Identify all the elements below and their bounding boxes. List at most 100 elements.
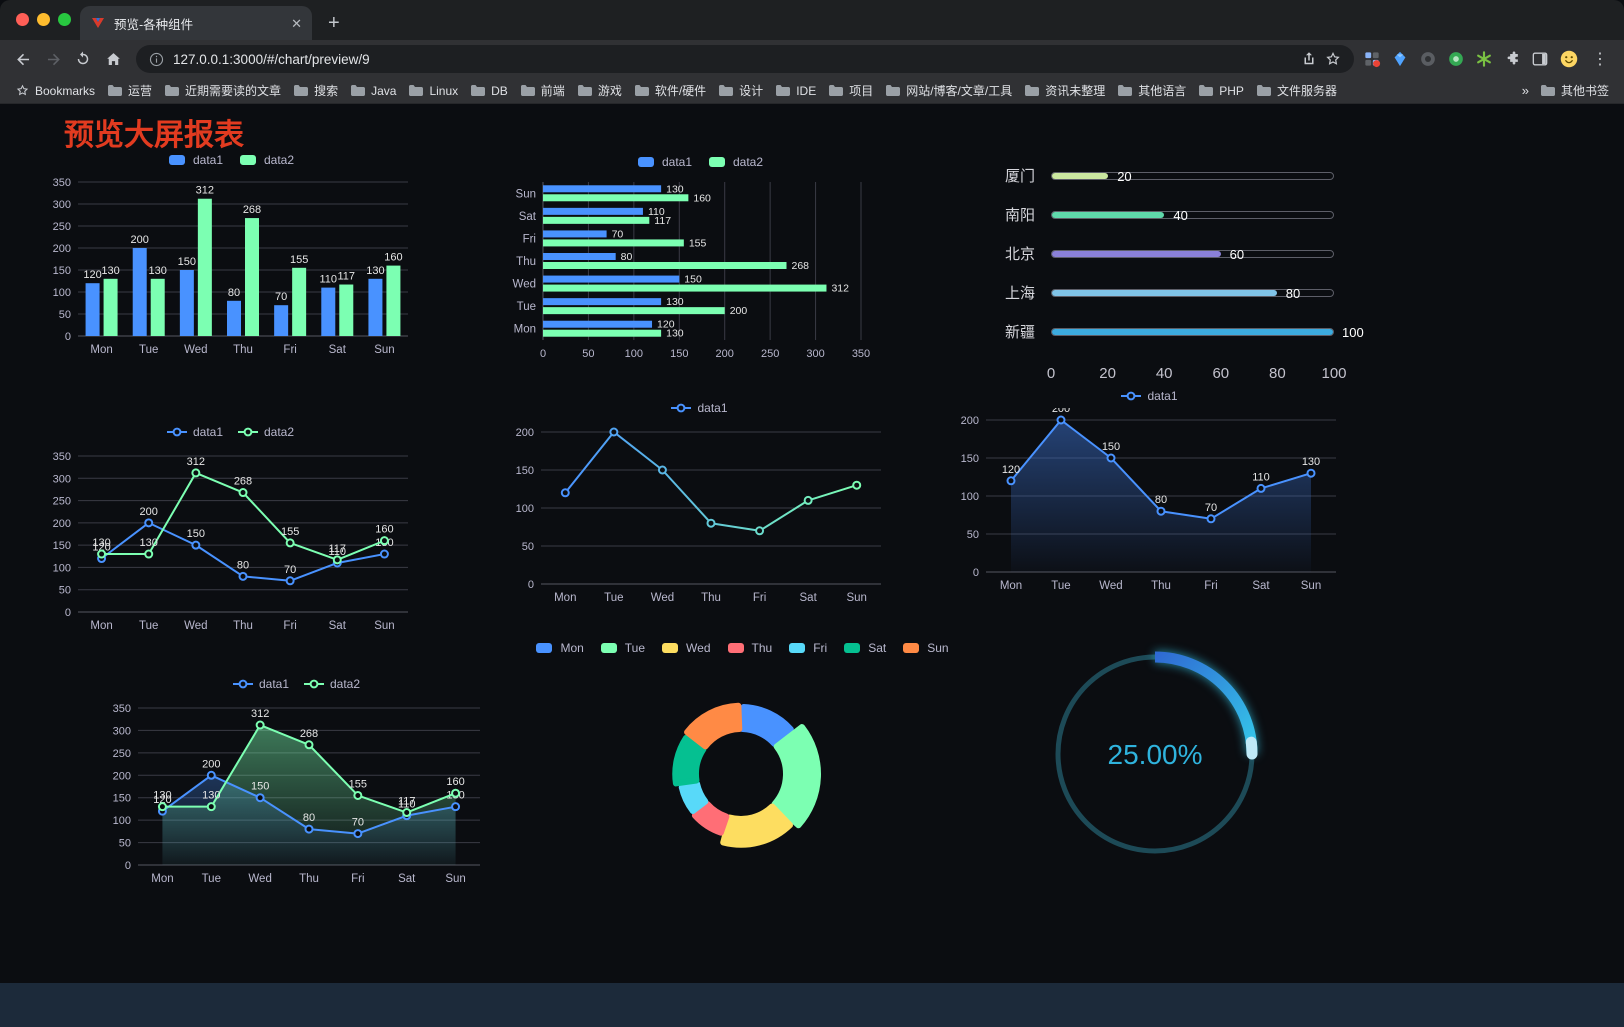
traffic-light-zoom[interactable] (58, 13, 71, 26)
legend-line-icon (166, 427, 187, 437)
bookmarks-root-item[interactable]: Bookmarks (10, 81, 100, 100)
legend-item[interactable]: Fri (786, 641, 827, 655)
chart-legend: data1 data2 (40, 150, 420, 170)
line-chart-svg: 0 50 100 150 200 Mon Tue Wed Thu Fri Sat Sun (516, 427, 881, 604)
tab[interactable]: 预览-各种组件 ✕ (80, 6, 312, 40)
legend-item[interactable]: data1 (166, 153, 223, 167)
folder-icon (634, 85, 649, 96)
legend-line-icon (304, 679, 324, 689)
legend-item[interactable]: data1 (1120, 389, 1178, 403)
toolbar: 127.0.0.1:3000/#/chart/preview/9 (0, 40, 1624, 78)
svg-text:155: 155 (281, 526, 299, 538)
forward-icon (47, 53, 60, 65)
chart-legend: data1 (948, 386, 1350, 406)
legend-item[interactable]: data2 (303, 677, 360, 691)
legend-item[interactable]: Tue (598, 641, 645, 655)
tab-close-icon[interactable]: ✕ (291, 15, 302, 31)
progress-row: 北京 60 (1005, 234, 1370, 273)
bookmark-folder-item[interactable]: Linux (403, 80, 463, 101)
legend-item[interactable]: data2 (706, 155, 763, 169)
svg-text:117: 117 (398, 796, 416, 808)
menu-kebab-icon[interactable]: ⋮ (1592, 51, 1608, 68)
dark-circle-icon[interactable] (1418, 49, 1438, 69)
folder-icon (294, 85, 309, 96)
svg-text:Sat: Sat (800, 592, 818, 604)
bookmarks-bar: Bookmarks 运营 近期需要读的文章 搜索 Java Linux DB 前端 游戏 软件/… (0, 78, 1624, 104)
bookmark-folder-item[interactable]: 软件/硬件 (629, 80, 711, 101)
axis-tick-label: 0 (1046, 365, 1056, 382)
bookmark-folder-item[interactable]: 前端 (515, 80, 570, 101)
puzzle-icon[interactable] (1502, 49, 1522, 69)
sidebar-icon[interactable] (1530, 49, 1550, 69)
progress-track: 40 (1051, 208, 1334, 223)
legend-item[interactable]: data1 (232, 677, 289, 691)
folder-icon (1540, 85, 1555, 96)
home-button[interactable] (98, 44, 128, 74)
bookmark-folder-item[interactable]: 项目 (823, 80, 878, 101)
chart-canvas: 25.00% (1038, 642, 1278, 875)
bookmark-folder-item[interactable]: 网站/博客/文章/工具 (880, 80, 1017, 101)
bookmark-folder-item[interactable]: DB (465, 80, 513, 101)
gem-icon[interactable] (1390, 49, 1410, 69)
svg-text:Sat: Sat (329, 344, 347, 356)
info-icon (149, 52, 164, 66)
svg-text:160: 160 (375, 524, 393, 536)
svg-text:130: 130 (666, 296, 684, 308)
legend-label: Mon (560, 641, 584, 655)
traffic-light-minimize[interactable] (37, 13, 50, 26)
bookmark-folder-item[interactable]: IDE (770, 80, 821, 101)
legend-label: data1 (192, 425, 223, 439)
bookmark-folder-item[interactable]: 游戏 (572, 80, 627, 101)
bookmark-folder-item[interactable]: Java (345, 80, 401, 101)
forward-button[interactable] (38, 44, 68, 74)
traffic-light-close[interactable] (16, 13, 29, 26)
legend-swatch-icon (637, 157, 654, 167)
bookmark-folder-item[interactable]: PHP (1193, 80, 1249, 101)
svg-text:Sun: Sun (1301, 580, 1321, 592)
svg-text:200: 200 (961, 415, 979, 427)
bookmark-folder-item[interactable]: 搜索 (288, 80, 343, 101)
progress-track: 20 (1051, 169, 1334, 184)
svg-text:200: 200 (131, 234, 149, 246)
green-circle-icon[interactable] (1446, 49, 1466, 69)
legend-item[interactable]: Sun (900, 641, 949, 655)
axis-tick-label: 20 (1099, 365, 1116, 382)
legend-item[interactable]: Thu (725, 641, 772, 655)
chart-legend: data1 (503, 398, 895, 418)
footer-band (0, 983, 1624, 1027)
bookmark-label: 搜索 (314, 84, 339, 98)
legend-item[interactable]: data1 (635, 155, 692, 169)
bookmark-folder-item[interactable]: 运营 (102, 80, 157, 101)
bookmark-folder-item[interactable]: 文件服务器 (1251, 80, 1342, 101)
svg-text:Tue: Tue (139, 344, 158, 356)
bookmark-folder-item[interactable]: 近期需要读的文章 (159, 80, 286, 101)
chart-legend: data1 data2 (503, 152, 895, 172)
bookmarks-overflow-chevron[interactable]: » (1518, 83, 1533, 98)
legend-item[interactable]: Wed (659, 641, 711, 655)
legend-item[interactable]: Sat (841, 641, 886, 655)
new-tab-button[interactable]: + (328, 12, 340, 34)
other-bookmarks-item[interactable]: 其他书签 (1535, 80, 1614, 101)
bookmark-star-icon[interactable] (1324, 50, 1342, 68)
back-button[interactable] (8, 44, 38, 74)
bookmark-folder-item[interactable]: 其他语言 (1112, 80, 1191, 101)
asterisk-plugin-icon[interactable] (1474, 49, 1494, 69)
axis-tick-label: 80 (1269, 365, 1286, 382)
legend-item[interactable]: data2 (237, 153, 294, 167)
progress-fill (1052, 172, 1109, 179)
legend-item[interactable]: Mon (533, 641, 584, 655)
legend-item[interactable]: data2 (237, 425, 294, 439)
omnibox[interactable]: 127.0.0.1:3000/#/chart/preview/9 (136, 45, 1354, 73)
reload-button[interactable] (68, 44, 98, 74)
gauge-svg: 25.00% (1055, 651, 1258, 854)
extension-grid-icon[interactable] (1362, 49, 1382, 69)
share-icon[interactable] (1300, 50, 1318, 68)
bookmark-folder-item[interactable]: 资讯未整理 (1019, 80, 1110, 101)
progress-row: 厦门 20 (1005, 156, 1370, 195)
bookmark-folder-item[interactable]: 设计 (713, 80, 768, 101)
avatar[interactable] (1558, 48, 1580, 70)
legend-item[interactable]: data1 (166, 425, 223, 439)
svg-text:Wed: Wed (513, 279, 536, 291)
tab-title: 预览-各种组件 (114, 17, 194, 32)
legend-item[interactable]: data1 (670, 401, 728, 415)
